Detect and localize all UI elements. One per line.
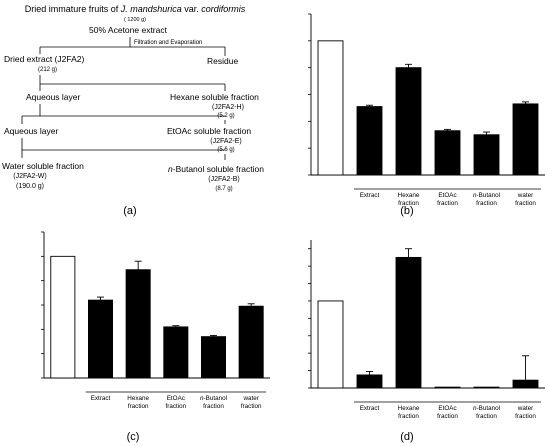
category-sublabel: fraction [241,403,262,410]
category-sublabel: Extract [91,395,111,402]
category-sublabel: fraction [476,413,497,420]
bar [473,386,500,389]
node-dried-extract-weight: (212 g) [38,67,57,73]
category-sublabel: fraction [437,413,458,420]
bar [395,67,422,176]
panel-label-d: (d) [400,431,413,443]
category-sublabel: fraction [398,200,419,207]
bar [200,336,227,379]
node-water-weight: (190.0 g) [16,183,44,190]
bar [317,40,344,176]
category-sublabel: n-Butanol [473,192,500,199]
category-sublabel: EtOAc [438,192,456,199]
chart-panel-b: Extract HexanefractionEtOAcfractionn-Buta… [308,13,545,207]
category-sublabel: fraction [476,200,497,207]
bar [238,305,264,379]
category-sublabel: fraction [203,403,224,410]
chart-panel-d: Extract HexanefractionEtOAcfractionn-Buta… [308,240,545,420]
bar [356,374,383,389]
category-sublabel: Extract [360,405,380,412]
category-sublabel: fraction [515,200,536,207]
node-butanol-weight: (8.7 g) [215,186,232,192]
category-sublabel: fraction [515,413,536,420]
node-dried-extract: Dried extract (J2FA2) [4,54,84,64]
category-sublabel: EtOAc [438,405,456,412]
bar [512,379,539,389]
node-hexane-code: (J2FA2-H) [212,104,244,111]
category-sublabel: water [517,192,533,199]
step-acetone-extract: 50% Acetone extract [89,25,168,35]
node-butanol-code: (J2FA2-B) [208,176,240,183]
panel-label-a: (a) [123,205,136,217]
node-butanol-fraction: n-Butanol soluble fraction [168,164,264,174]
node-hexane-weight: (5.2 g) [217,113,234,119]
bar [395,256,422,389]
panel-label-b: (b) [400,205,413,217]
bar [434,130,461,176]
extraction-scheme: Dried immature fruits of J. mandshurica … [2,4,264,217]
category-sublabel: Hexane [398,405,420,412]
bar [317,300,344,389]
panel-label-c: (c) [127,431,140,443]
bar [512,103,539,176]
node-water-fraction: Water soluble fraction [2,161,84,171]
category-sublabel: EtOAc [167,395,185,402]
scheme-title-weight: ( 1200 g) [124,17,146,23]
category-sublabel: n-Butanol [473,405,500,412]
category-sublabel: n-Butanol [200,395,227,402]
bar [50,255,76,379]
bar [473,134,500,176]
step-filtration-note: Filtration and Evaporation [134,40,202,46]
node-etoac-code: (J2FA2-E) [210,138,242,145]
category-sublabel: fraction [398,413,419,420]
bar [434,386,461,389]
category-sublabel: Hexane [398,192,420,199]
category-sublabel: Hexane [127,395,149,402]
category-sublabel: fraction [437,200,458,207]
scheme-title: Dried immature fruits of J. mandshurica … [25,4,246,14]
node-residue: Residue [207,56,238,66]
node-water-code: (J2FA2-W) [13,173,46,180]
node-etoac-fraction: EtOAc soluble fraction [167,126,251,136]
bar [87,299,114,379]
category-sublabel: water [242,395,258,402]
bar [125,269,151,379]
bar [163,326,189,379]
category-sublabel: fraction [166,403,187,410]
node-aqueous-layer-1: Aqueous layer [26,92,81,102]
bar [356,106,383,176]
category-sublabel: Extract [360,192,380,199]
category-sublabel: water [517,405,533,412]
node-aqueous-layer-2: Aqueous layer [4,126,59,136]
chart-panel-c: Extract HexanefractionEtOAcfractionn-Buta… [41,231,270,410]
node-etoac-weight: (5.6 g) [217,147,234,153]
category-sublabel: fraction [128,403,149,410]
node-hexane-fraction: Hexane soluble fraction [170,92,259,102]
